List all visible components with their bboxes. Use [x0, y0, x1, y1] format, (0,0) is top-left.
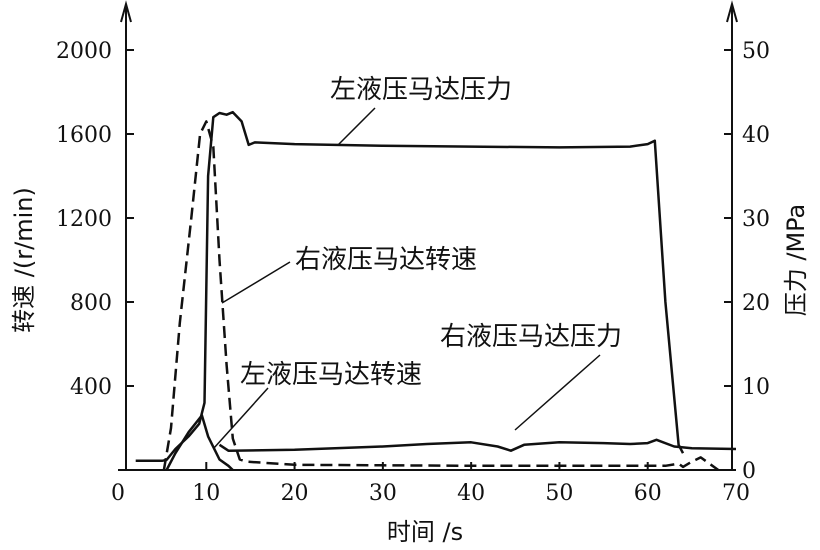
series-line-right-speed [162, 120, 720, 472]
leader-line-left-pressure [337, 107, 376, 146]
y-left-tick-label: 2000 [56, 39, 112, 64]
x-tick-label: 10 [192, 481, 220, 506]
y-right-tick-label: 40 [742, 123, 770, 148]
x-tick-label: 70 [722, 481, 750, 506]
series-line-left-speed [165, 414, 234, 471]
series-line-right-pressure [218, 438, 737, 452]
axes [118, 0, 738, 471]
leader-line-right-pressure [514, 354, 601, 431]
y-right-tick-label: 0 [742, 459, 756, 484]
y-axis-right-arrow [726, 0, 738, 23]
y-right-tick-label: 10 [742, 375, 770, 400]
y-right-tick-label: 20 [742, 291, 770, 316]
series-label-left-speed: 左液压马达转速 [240, 360, 422, 390]
leader-line-left-speed [213, 387, 269, 449]
y-left-tick-label: 400 [70, 375, 112, 400]
x-tick-label: 30 [369, 481, 397, 506]
ticks: 0 10 20 30 40 50 60 70 400 800 1200 1600 2000 0 10 20 30… [56, 39, 770, 506]
x-tick-label: 0 [111, 481, 125, 506]
y-axis-right-title: 压力 /MPa [782, 204, 810, 317]
series-label-left-pressure: 左液压马达压力 [330, 75, 512, 105]
y-right-tick-label: 50 [742, 39, 770, 64]
y-left-tick-label: 1200 [56, 207, 112, 232]
x-tick-label: 20 [281, 481, 309, 506]
y-left-tick-label: 800 [70, 291, 112, 316]
leader-line-right-speed [221, 261, 291, 304]
series-lines [135, 110, 737, 472]
series-label-right-speed: 右液压马达转速 [295, 245, 477, 275]
y-right-tick-label: 30 [742, 207, 770, 232]
y-left-tick-label: 1600 [56, 123, 112, 148]
series-label-right-pressure: 右液压马达压力 [440, 322, 622, 352]
x-tick-label: 60 [634, 481, 662, 506]
x-axis-title: 时间 /s [387, 518, 463, 546]
series-line-left-pressure [135, 110, 685, 463]
x-tick-label: 50 [545, 481, 573, 506]
x-tick-label: 40 [457, 481, 485, 506]
y-axis-left-arrow [120, 0, 132, 23]
y-axis-left-title: 转速 /(r/min) [10, 187, 38, 333]
